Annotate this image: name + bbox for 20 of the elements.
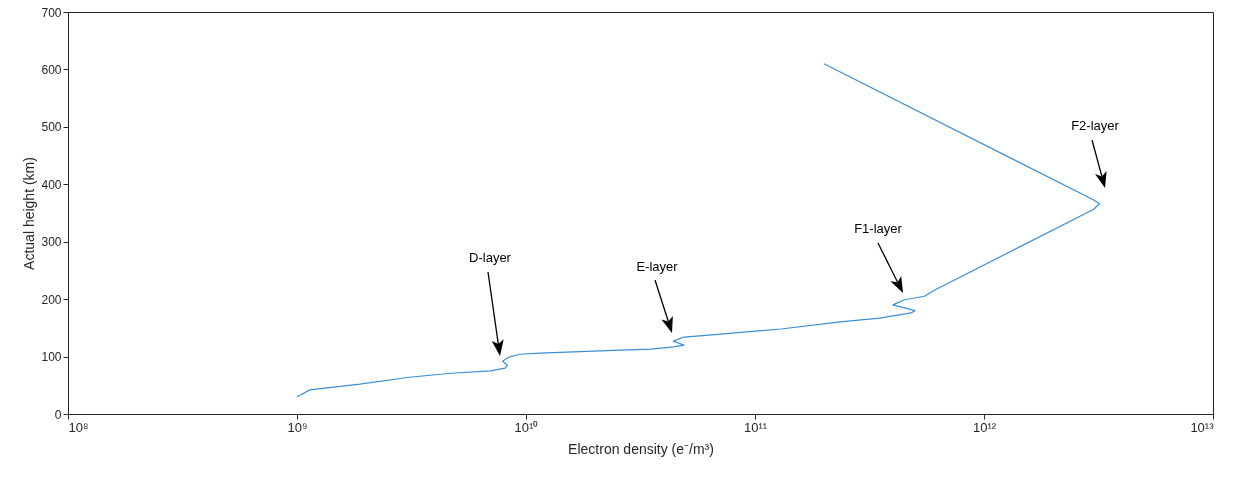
y-tick-label: 300 bbox=[41, 235, 62, 250]
y-tick-label: 500 bbox=[41, 120, 62, 135]
y-tick-label: 0 bbox=[54, 407, 62, 422]
x-tick-label: 10⁹ bbox=[287, 419, 308, 435]
x-tick-label: 10¹⁰ bbox=[514, 419, 539, 435]
x-tick-label: 10⁸ bbox=[68, 419, 89, 435]
y-axis-title: Actual height (km) bbox=[21, 157, 38, 270]
x-tick-label: 10¹² bbox=[972, 419, 997, 435]
y-tick-label: 200 bbox=[41, 292, 62, 307]
annotation: F1-layer bbox=[854, 221, 903, 236]
x-axis-title: Electron density (e⁻/m³) bbox=[568, 440, 714, 457]
y-tick-label: 600 bbox=[41, 62, 62, 77]
annotation: D-layer bbox=[469, 250, 512, 265]
y-tick-label: 700 bbox=[41, 5, 62, 20]
x-tick-label: 10¹³ bbox=[1190, 419, 1215, 435]
y-tick-label: 100 bbox=[41, 350, 62, 365]
annotation: F2-layer bbox=[1071, 118, 1120, 133]
x-tick-label: 10¹¹ bbox=[743, 419, 768, 435]
annotation: E-layer bbox=[636, 259, 679, 274]
y-tick-label: 400 bbox=[41, 177, 62, 192]
